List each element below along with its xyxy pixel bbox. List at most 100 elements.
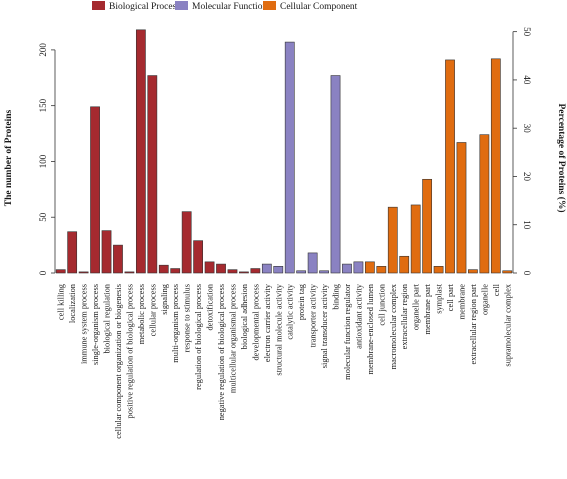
category-label: cellular component organization or bioge… [114, 284, 123, 439]
legend: Biological Process Molecular Function Cell… [92, 1, 358, 12]
bar [502, 270, 513, 274]
y-tick-label: 150 [38, 98, 48, 112]
y2-tick-label: 10 [522, 220, 532, 230]
bar [445, 59, 455, 274]
category-label: electron carrier activity [263, 283, 272, 362]
bar [456, 142, 467, 274]
bar [113, 244, 123, 274]
category-label: supramolecular complex [503, 283, 512, 366]
y-tick-label: 200 [38, 43, 48, 57]
category-label: symplast [435, 283, 444, 313]
category-label: positive regulation of biological proces… [125, 284, 134, 418]
bar [353, 261, 364, 274]
bar [422, 178, 433, 274]
y2-tick-label: 40 [522, 75, 532, 85]
bar [55, 269, 66, 274]
bar [284, 41, 295, 274]
category-label: transporter activity [309, 283, 318, 347]
category-label: multicellular organismal process [228, 284, 237, 393]
category-label: regulation of biological process [194, 284, 203, 390]
bar [261, 263, 272, 274]
bar [90, 106, 100, 274]
y-tick-label: 50 [38, 212, 48, 222]
category-label: cell killing [57, 283, 66, 320]
legend-swatch [92, 1, 105, 10]
category-label: response to stimulus [183, 284, 192, 352]
y-tick-label: 100 [38, 154, 48, 168]
category-label: single-organism process [91, 284, 100, 365]
bar [135, 29, 146, 274]
bar [101, 230, 112, 274]
bar [399, 255, 410, 274]
category-label: binding [332, 283, 341, 309]
bar [78, 271, 89, 274]
category-label: macromolecular complex [389, 283, 398, 369]
bar [330, 75, 341, 274]
bar [239, 271, 249, 274]
bar [490, 58, 501, 274]
bar [364, 261, 375, 274]
bar [193, 240, 203, 274]
y2-axis-title: Percentage of Proteins (%) [556, 103, 567, 212]
bar [204, 261, 215, 274]
y2-tick-label: 30 [522, 124, 532, 134]
legend-swatch [263, 1, 276, 10]
category-label: molecular function regulator [343, 284, 352, 380]
category-label: biological regulation [103, 283, 112, 353]
bar [342, 263, 352, 274]
category-label: detoxification [206, 283, 215, 330]
legend-label: Molecular Function [192, 2, 267, 12]
category-label: cell part [446, 283, 455, 311]
category-label: signaling [160, 283, 169, 315]
category-label: membrane-enclosed lumen [366, 283, 375, 374]
legend-label: Biological Process [109, 2, 180, 12]
bar [468, 269, 478, 274]
category-label: developmental process [251, 284, 260, 361]
bar [227, 269, 238, 274]
bar [307, 252, 318, 274]
category-label: metabolic process [137, 284, 146, 344]
bar [410, 204, 421, 274]
category-label: catalytic activity [286, 283, 295, 339]
bar [147, 75, 158, 274]
bar [387, 206, 398, 274]
category-label: cell junction [377, 283, 386, 325]
category-label: immune system process [80, 284, 89, 364]
category-label: protein tag [297, 283, 306, 320]
category-label: extracellular region part [469, 283, 478, 364]
category-label: multi-organism process [171, 284, 180, 363]
category-label: biological adhesion [240, 283, 249, 349]
y2-tick-label: 20 [522, 172, 532, 182]
legend-label: Cellular Component [280, 2, 358, 12]
y2-tick-label: 0 [522, 271, 532, 276]
category-label: organelle part [412, 283, 421, 330]
bar [433, 266, 444, 274]
category-label: organelle [480, 284, 489, 315]
category-label: antioxidant activity [354, 283, 363, 349]
bar [296, 270, 307, 274]
category-label: extracellular region [400, 283, 409, 349]
plot-area [55, 29, 513, 274]
bar [170, 268, 181, 274]
category-label: localization [68, 283, 77, 323]
bar [158, 264, 169, 274]
y-axis-title: The number of Proteins [4, 109, 14, 206]
y-tick-label: 0 [38, 270, 48, 275]
category-label: membrane [457, 284, 466, 320]
bar [181, 211, 192, 274]
category-label: structural molecule activity [274, 283, 283, 375]
category-label: negative regulation of biological proces… [217, 284, 226, 420]
category-label: cell [492, 283, 501, 296]
bar [273, 266, 284, 274]
bar [250, 268, 261, 274]
category-label: cellular process [148, 284, 157, 336]
bar [319, 270, 329, 274]
bar [479, 134, 490, 274]
bar [124, 271, 135, 274]
bar [376, 266, 387, 274]
axes: cell killing localization immune system pr… [38, 27, 532, 439]
bar [216, 263, 226, 274]
legend-swatch [175, 1, 188, 10]
